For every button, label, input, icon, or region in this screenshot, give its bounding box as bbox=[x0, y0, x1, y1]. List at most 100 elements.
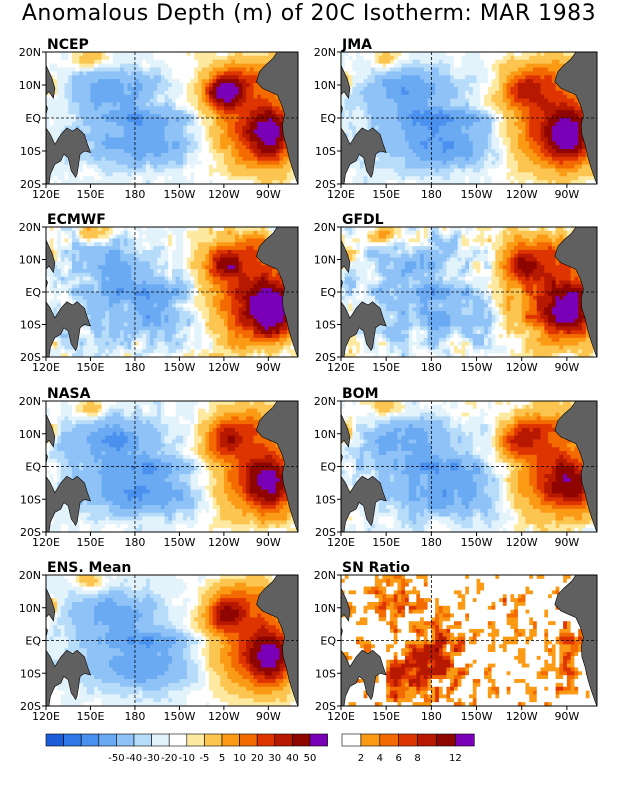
heatmap-cell bbox=[499, 52, 504, 57]
heatmap-cell bbox=[521, 86, 527, 92]
heatmap-cell bbox=[164, 75, 169, 80]
heatmap-cell bbox=[427, 94, 432, 100]
heatmap-cell bbox=[83, 242, 88, 247]
heatmap-cell bbox=[551, 110, 557, 115]
heatmap-cell bbox=[227, 152, 232, 158]
heatmap-cell bbox=[525, 137, 530, 142]
heatmap-cell bbox=[487, 63, 493, 69]
heatmap-cell bbox=[109, 242, 114, 247]
heatmap-cell bbox=[257, 238, 262, 243]
heatmap-cell bbox=[105, 52, 110, 57]
heatmap-cell bbox=[275, 172, 281, 177]
heatmap-cell bbox=[570, 141, 576, 146]
heatmap-cell bbox=[231, 102, 236, 107]
heatmap-cell bbox=[175, 102, 181, 107]
heatmap-cell bbox=[367, 180, 372, 184]
heatmap-cell bbox=[386, 156, 391, 162]
heatmap-cell bbox=[157, 176, 162, 181]
heatmap-cell bbox=[242, 164, 247, 170]
heatmap-cell bbox=[525, 129, 530, 135]
heatmap-cell bbox=[570, 110, 576, 115]
heatmap-cell bbox=[405, 180, 410, 184]
heatmap-cell bbox=[264, 180, 269, 184]
heatmap-cell bbox=[275, 110, 281, 115]
heatmap-cell bbox=[367, 118, 372, 123]
heatmap-cell bbox=[179, 71, 184, 76]
heatmap-cell bbox=[57, 238, 62, 243]
heatmap-cell bbox=[260, 106, 266, 111]
heatmap-cell bbox=[356, 106, 361, 111]
heatmap-cell bbox=[105, 145, 110, 150]
heatmap-cell bbox=[127, 242, 132, 247]
heatmap-cell bbox=[566, 137, 572, 142]
heatmap-cell bbox=[86, 180, 92, 184]
heatmap-cell bbox=[529, 98, 534, 104]
heatmap-cell bbox=[450, 118, 455, 123]
heatmap-cell bbox=[116, 156, 121, 162]
heatmap-cell bbox=[242, 238, 247, 243]
heatmap-cell bbox=[123, 52, 129, 57]
heatmap-cell bbox=[138, 152, 143, 158]
heatmap-cell bbox=[242, 172, 247, 177]
heatmap-cell bbox=[272, 118, 277, 123]
heatmap-cell bbox=[201, 172, 206, 177]
heatmap-cell bbox=[279, 176, 284, 181]
heatmap-cell bbox=[94, 238, 99, 243]
heatmap-cell bbox=[134, 121, 140, 127]
heatmap-cell bbox=[116, 71, 121, 76]
heatmap-cell bbox=[548, 106, 553, 111]
heatmap-cell bbox=[209, 114, 214, 119]
heatmap-cell bbox=[197, 79, 203, 84]
heatmap-cell bbox=[116, 102, 121, 107]
heatmap-cell bbox=[216, 98, 221, 104]
heatmap-cell bbox=[563, 90, 568, 96]
heatmap-cell bbox=[416, 75, 421, 80]
heatmap-cell bbox=[401, 129, 406, 135]
heatmap-cell bbox=[540, 90, 545, 96]
heatmap-cell bbox=[491, 83, 496, 88]
heatmap-cell bbox=[348, 168, 353, 173]
heatmap-cell bbox=[205, 125, 210, 131]
heatmap-cell bbox=[397, 168, 402, 173]
heatmap-cell bbox=[499, 79, 504, 84]
heatmap-cell bbox=[563, 55, 568, 61]
heatmap-cell bbox=[408, 152, 414, 158]
heatmap-cell bbox=[168, 180, 173, 184]
heatmap-cell bbox=[416, 133, 421, 139]
heatmap-cell bbox=[172, 121, 177, 127]
heatmap-cell bbox=[75, 227, 80, 232]
heatmap-cell bbox=[536, 83, 542, 88]
heatmap-cell bbox=[242, 234, 247, 240]
heatmap-cell bbox=[223, 86, 229, 92]
heatmap-cell bbox=[435, 172, 440, 177]
heatmap-cell bbox=[423, 133, 429, 139]
heatmap-cell bbox=[566, 125, 572, 131]
heatmap-cell bbox=[223, 63, 229, 69]
heatmap-cell bbox=[209, 125, 214, 131]
heatmap-cell bbox=[146, 98, 151, 104]
heatmap-cell bbox=[79, 52, 84, 57]
heatmap-cell bbox=[371, 110, 376, 115]
heatmap-cell bbox=[578, 152, 583, 158]
heatmap-cell bbox=[94, 242, 99, 247]
heatmap-cell bbox=[438, 141, 444, 146]
heatmap-cell bbox=[101, 141, 106, 146]
heatmap-cell bbox=[487, 145, 493, 150]
heatmap-cell bbox=[212, 71, 218, 76]
heatmap-cell bbox=[164, 94, 169, 100]
heatmap-cell bbox=[465, 149, 470, 154]
heatmap-cell bbox=[581, 152, 587, 158]
heatmap-cell bbox=[146, 79, 151, 84]
heatmap-cell bbox=[393, 145, 399, 150]
heatmap-cell bbox=[495, 110, 500, 115]
heatmap-cell bbox=[341, 55, 346, 61]
heatmap-cell bbox=[420, 79, 425, 84]
heatmap-cell bbox=[442, 141, 448, 146]
heatmap-cell bbox=[548, 71, 553, 76]
heatmap-cell bbox=[487, 110, 493, 115]
heatmap-cell bbox=[502, 52, 508, 57]
heatmap-cell bbox=[405, 75, 410, 80]
heatmap-cell bbox=[153, 63, 158, 69]
heatmap-cell bbox=[378, 129, 384, 135]
heatmap-cell bbox=[359, 110, 365, 115]
